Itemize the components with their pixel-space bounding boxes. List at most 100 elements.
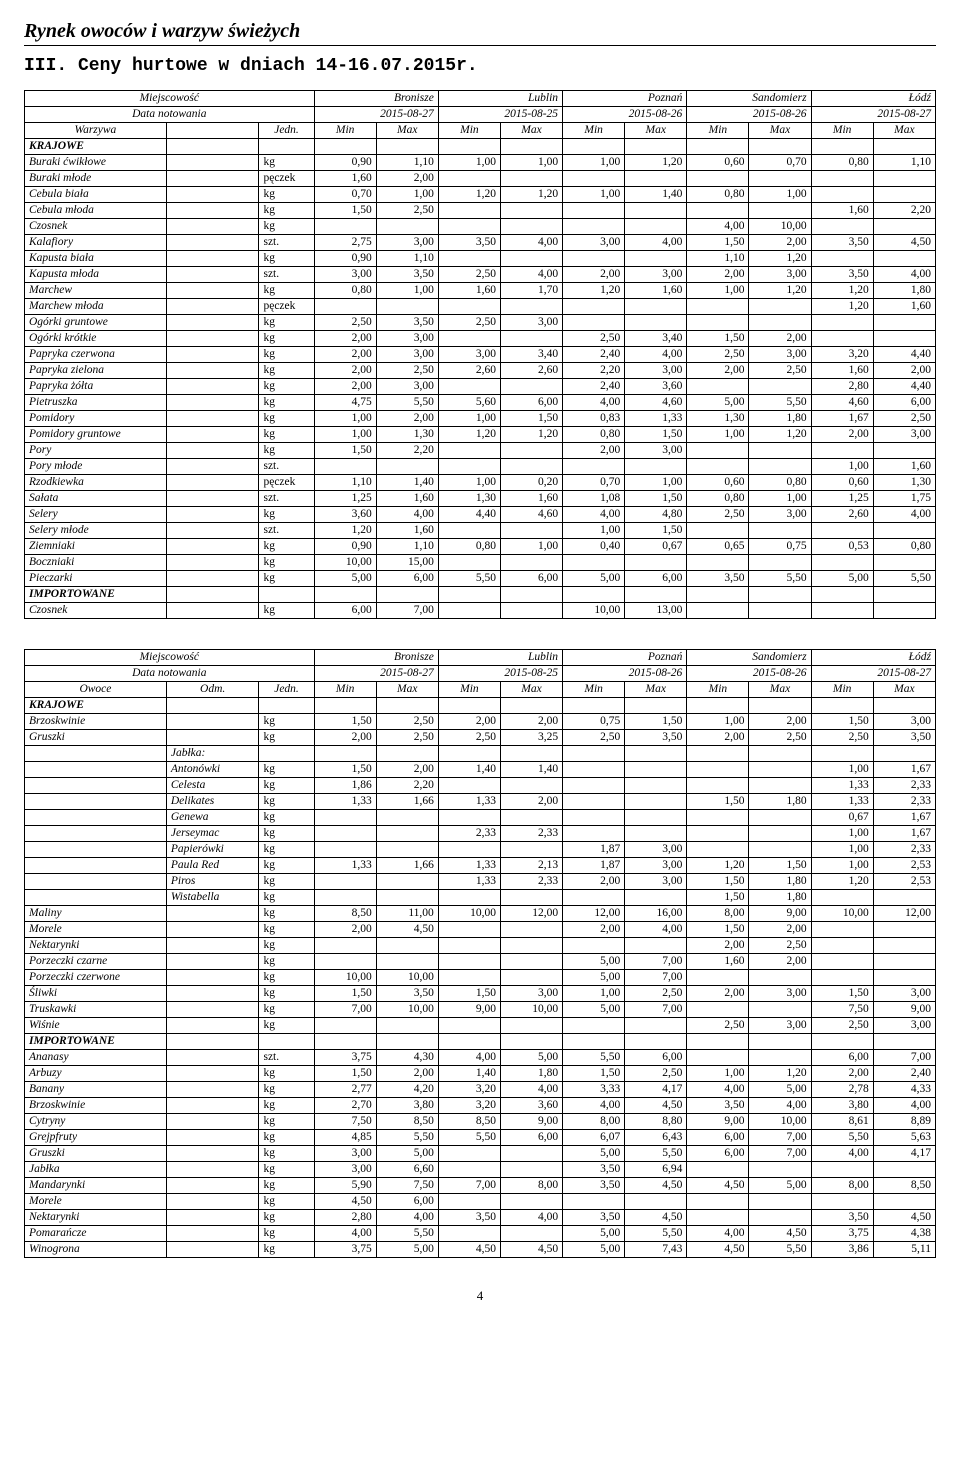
cell-value: 1,00 xyxy=(500,539,562,555)
cell-value: 3,50 xyxy=(376,315,438,331)
row-name: Pieczarki xyxy=(25,571,167,587)
cell-value: 1,20 xyxy=(500,187,562,203)
cell-value: 4,00 xyxy=(687,1226,749,1242)
cell-value xyxy=(500,523,562,539)
header-date: 2015-08-26 xyxy=(687,666,811,682)
row-name: Cytryny xyxy=(25,1114,167,1130)
cell-value xyxy=(687,1050,749,1066)
header-jedn: Jedn. xyxy=(259,682,314,698)
row-odm xyxy=(166,539,259,555)
row-name: Ogórki krótkie xyxy=(25,331,167,347)
row-name: Porzeczki czerwone xyxy=(25,970,167,986)
cell-value: 0,40 xyxy=(563,539,625,555)
cell-value: 2,00 xyxy=(376,411,438,427)
cell-value xyxy=(873,922,935,938)
cell-value: 4,00 xyxy=(687,1082,749,1098)
row-odm xyxy=(166,171,259,187)
row-odm xyxy=(166,267,259,283)
cell-value: 5,00 xyxy=(500,1050,562,1066)
page-number: 4 xyxy=(24,1288,936,1304)
cell-value xyxy=(563,938,625,954)
cell-value: 3,00 xyxy=(873,1018,935,1034)
row-jedn: kg xyxy=(259,1210,314,1226)
cell-value xyxy=(500,299,562,315)
cell-value: 0,80 xyxy=(563,427,625,443)
header-max: Max xyxy=(873,123,935,139)
cell-value xyxy=(749,523,811,539)
cell-value: 2,33 xyxy=(438,826,500,842)
cell-value: 2,50 xyxy=(687,507,749,523)
cell-value: 1,10 xyxy=(376,155,438,171)
cell-value: 4,60 xyxy=(625,395,687,411)
row-odm: Genewa xyxy=(166,810,259,826)
cell-value: 3,50 xyxy=(811,235,873,251)
cell-value: 2,20 xyxy=(376,443,438,459)
cell-value: 8,50 xyxy=(376,1114,438,1130)
cell-value xyxy=(625,1194,687,1210)
cell-value xyxy=(625,778,687,794)
header-max: Max xyxy=(749,682,811,698)
row-name: Buraki młode xyxy=(25,171,167,187)
cell-value xyxy=(500,810,562,826)
cell-value: 2,50 xyxy=(625,1066,687,1082)
row-odm xyxy=(166,1162,259,1178)
cell-value: 2,50 xyxy=(749,363,811,379)
cell-value xyxy=(687,379,749,395)
cell-value: 4,20 xyxy=(376,1082,438,1098)
cell-value xyxy=(873,251,935,267)
row-name xyxy=(25,874,167,890)
cell-value xyxy=(873,1162,935,1178)
row-odm xyxy=(166,922,259,938)
cell-value: 1,33 xyxy=(438,874,500,890)
cell-value: 1,60 xyxy=(500,491,562,507)
cell-value: 6,00 xyxy=(811,1050,873,1066)
cell-value: 3,00 xyxy=(314,267,376,283)
cell-value xyxy=(811,315,873,331)
row-jedn: kg xyxy=(259,331,314,347)
cell-value xyxy=(563,219,625,235)
cell-value: 2,50 xyxy=(563,730,625,746)
cell-value: 5,00 xyxy=(811,571,873,587)
row-jedn: kg xyxy=(259,906,314,922)
cell-value xyxy=(625,890,687,906)
cell-value: 1,33 xyxy=(625,411,687,427)
row-odm xyxy=(166,1178,259,1194)
cell-value: 1,30 xyxy=(438,491,500,507)
row-odm xyxy=(166,459,259,475)
row-jedn: szt. xyxy=(259,459,314,475)
cell-value: 6,00 xyxy=(500,395,562,411)
row-jedn: kg xyxy=(259,938,314,954)
cell-value xyxy=(438,203,500,219)
cell-value: 16,00 xyxy=(625,906,687,922)
cell-value: 3,00 xyxy=(625,443,687,459)
row-name: Morele xyxy=(25,922,167,938)
cell-value xyxy=(873,1194,935,1210)
cell-value xyxy=(625,203,687,219)
cell-value: 1,20 xyxy=(749,427,811,443)
cell-value: 2,00 xyxy=(749,331,811,347)
cell-value xyxy=(438,443,500,459)
cell-value: 1,50 xyxy=(811,986,873,1002)
cell-value xyxy=(500,443,562,459)
cell-value xyxy=(314,842,376,858)
cell-value xyxy=(873,315,935,331)
row-jedn: kg xyxy=(259,986,314,1002)
cell-value xyxy=(811,523,873,539)
cell-value: 1,86 xyxy=(314,778,376,794)
cell-value: 0,90 xyxy=(314,155,376,171)
row-name: Pory młode xyxy=(25,459,167,475)
row-odm xyxy=(166,411,259,427)
cell-value xyxy=(438,299,500,315)
cell-value xyxy=(563,826,625,842)
cell-value: 5,00 xyxy=(376,1146,438,1162)
cell-value: 1,87 xyxy=(563,842,625,858)
row-odm xyxy=(166,299,259,315)
cell-value: 12,00 xyxy=(500,906,562,922)
row-jedn: kg xyxy=(259,1002,314,1018)
cell-value: 1,87 xyxy=(563,858,625,874)
row-jedn: kg xyxy=(259,571,314,587)
cell-value xyxy=(749,842,811,858)
cell-value: 4,85 xyxy=(314,1130,376,1146)
cell-value xyxy=(811,970,873,986)
cell-value: 6,00 xyxy=(500,1130,562,1146)
